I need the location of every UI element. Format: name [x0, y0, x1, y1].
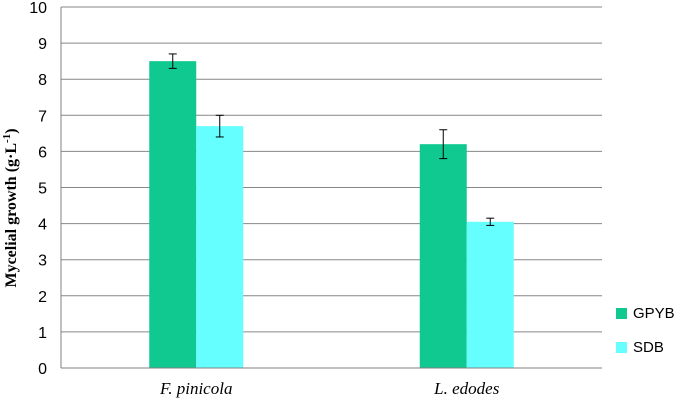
- x-category-label-0: F. pinicola: [159, 379, 232, 398]
- y-tick-label-4: 4: [38, 217, 47, 234]
- legend-swatch-sdb: [616, 342, 627, 353]
- y-tick-label-2: 2: [38, 289, 47, 306]
- bar-sdb-1: [466, 221, 514, 368]
- y-tick-label-8: 8: [38, 72, 47, 89]
- y-tick-label-10: 10: [29, 0, 47, 17]
- y-tick-label-0: 0: [38, 361, 47, 378]
- bar-sdb-0: [196, 126, 244, 368]
- y-tick-label-6: 6: [38, 144, 47, 161]
- bars: [149, 61, 514, 369]
- gridlines: [61, 6, 602, 333]
- bar-gpyb-0: [149, 61, 197, 369]
- x-axis-categories: F. pinicola L. edodes: [159, 379, 500, 398]
- legend-label-gpyb: GPYB: [633, 305, 675, 322]
- legend-label-sdb: SDB: [633, 339, 664, 356]
- y-tick-label-3: 3: [38, 253, 47, 270]
- y-tick-label-1: 1: [38, 325, 47, 342]
- y-axis-ticks: 0 1 2 3 4 5 6 7 8 9 10: [29, 0, 47, 378]
- y-tick-label-9: 9: [38, 36, 47, 53]
- y-tick-label-5: 5: [38, 181, 47, 198]
- y-axis-label: Mycelial growth (g·L-1): [1, 128, 20, 287]
- legend: GPYB SDB: [616, 305, 675, 356]
- bar-gpyb-1: [419, 144, 467, 368]
- y-tick-label-7: 7: [38, 108, 47, 125]
- legend-swatch-gpyb: [616, 308, 627, 319]
- x-category-label-1: L. edodes: [433, 379, 500, 398]
- error-bars: [168, 53, 495, 226]
